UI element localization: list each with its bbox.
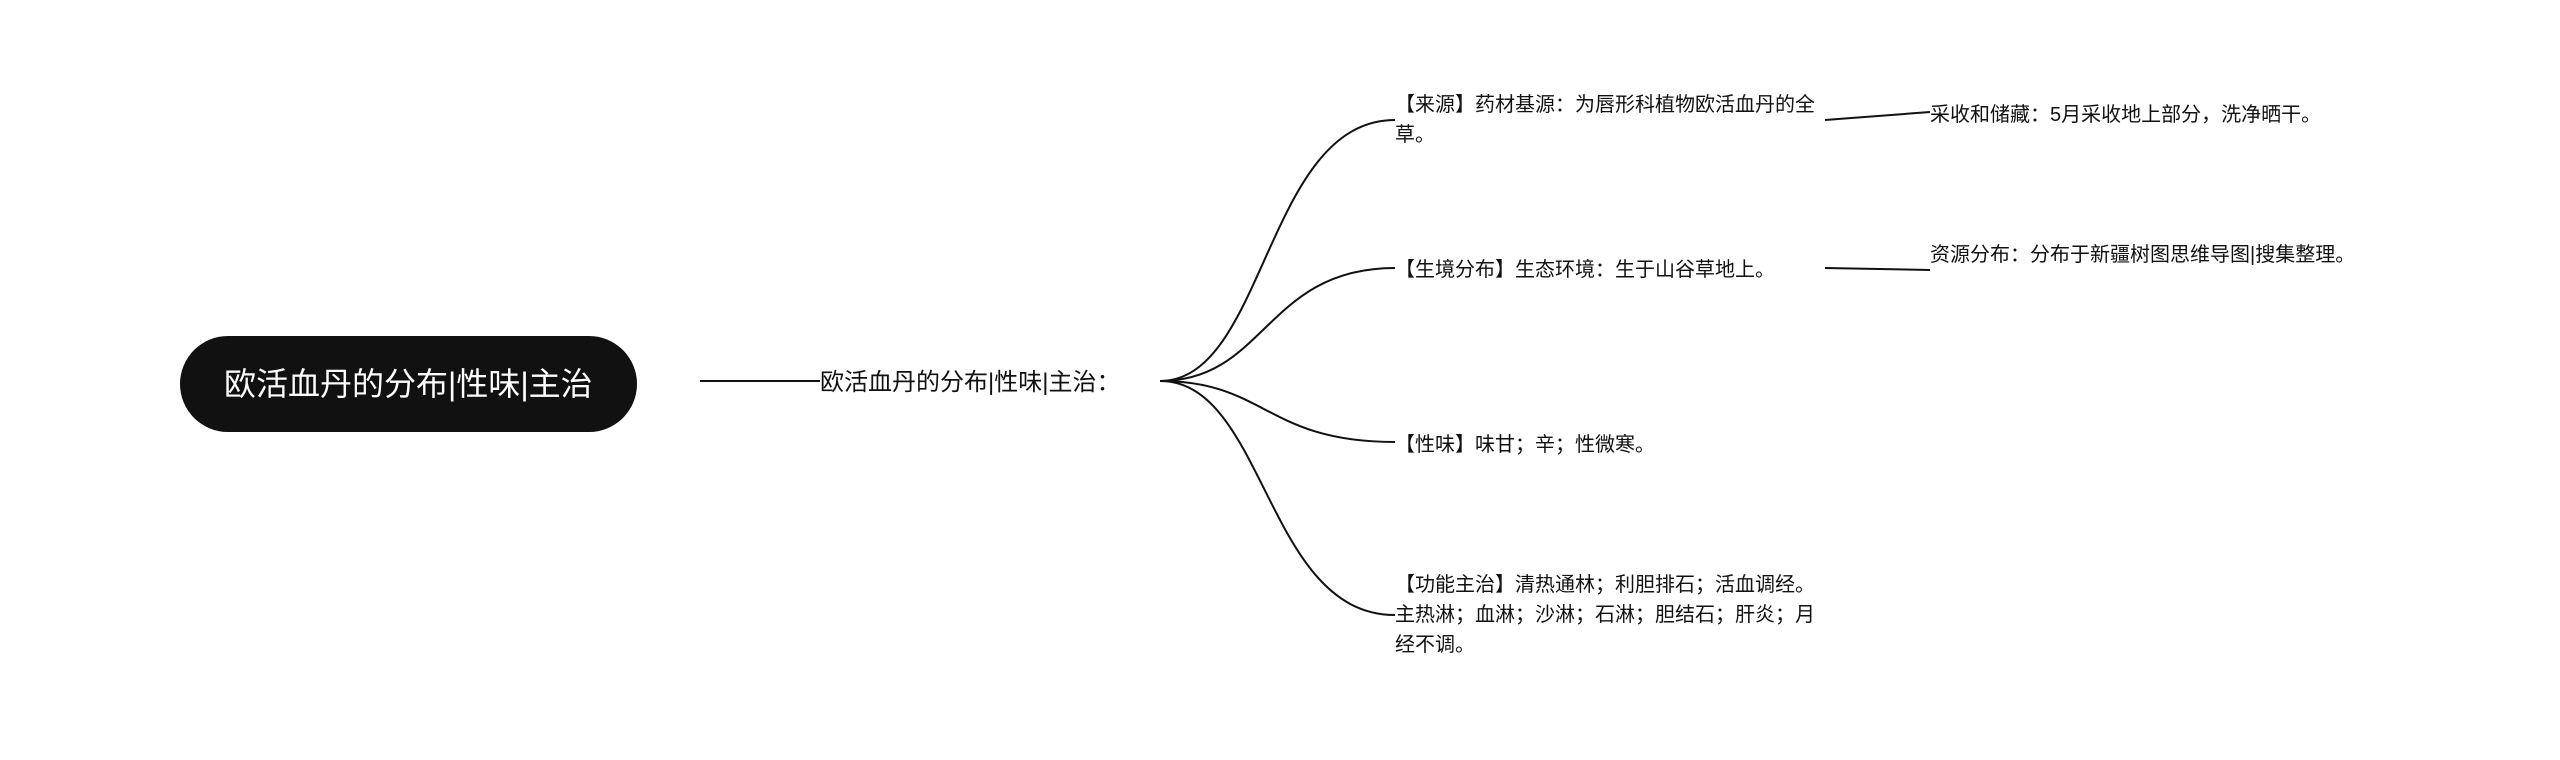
- mindmap-child-habitat[interactable]: 资源分布：分布于新疆树图思维导图|搜集整理。: [1930, 240, 2355, 270]
- mindmap-branch-taste[interactable]: 【性味】味甘；辛；性微寒。: [1395, 430, 1655, 460]
- mindmap-child-source[interactable]: 采收和储藏：5月采收地上部分，洗净晒干。: [1930, 100, 2321, 130]
- mindmap-branch-habitat[interactable]: 【生境分布】生态环境：生于山谷草地上。: [1395, 255, 1775, 285]
- mindmap-branch-function[interactable]: 【功能主治】清热通林；利胆排石；活血调经。主热淋；血淋；沙淋；石淋；胆结石；肝炎…: [1395, 570, 1825, 660]
- mindmap-node-level1[interactable]: 欧活血丹的分布|性味|主治：: [820, 365, 1120, 401]
- mindmap-root[interactable]: 欧活血丹的分布|性味|主治: [180, 336, 637, 432]
- mindmap-branch-source[interactable]: 【来源】药材基源：为唇形科植物欧活血丹的全草。: [1395, 90, 1825, 150]
